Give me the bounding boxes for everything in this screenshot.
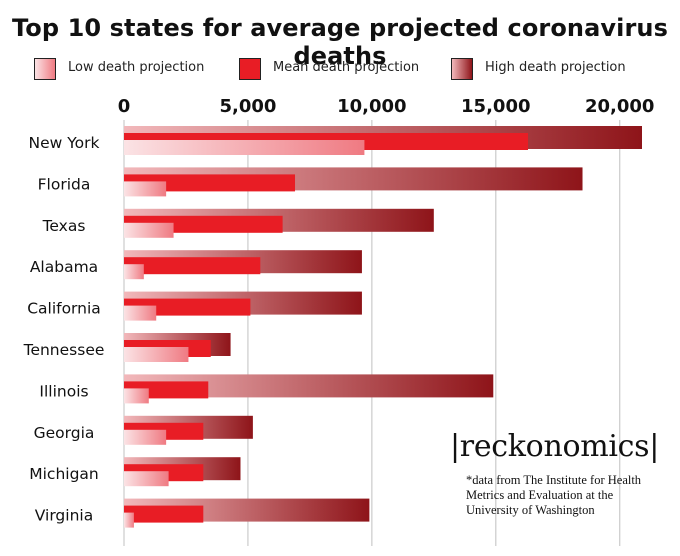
legend-label-mean: Mean death projection — [273, 60, 420, 75]
category-label: Alabama — [30, 258, 98, 276]
legend-label-high: High death projection — [485, 60, 626, 75]
category-label: Michigan — [29, 465, 99, 483]
bar-high — [124, 374, 494, 398]
bar-low — [124, 471, 169, 487]
bar-low — [124, 181, 167, 197]
category-label: Florida — [38, 175, 91, 193]
bar-mean — [124, 257, 261, 275]
category-label: Texas — [42, 217, 86, 235]
x-tick-label: 0 — [118, 96, 131, 117]
bar-low — [124, 512, 134, 528]
bar-low — [124, 140, 365, 155]
bar-low — [124, 305, 157, 321]
bar-low — [124, 347, 189, 362]
legend-swatch-low — [34, 58, 56, 80]
bar-low — [124, 429, 167, 445]
bar-mean — [124, 505, 204, 523]
reckonomics-watermark: |reckonomics| *data from The Institute f… — [450, 429, 660, 518]
x-tick-label: 20,000 — [585, 96, 654, 117]
x-tick-label: 5,000 — [219, 96, 276, 117]
bar-mean — [124, 174, 296, 192]
category-label: Tennessee — [23, 341, 105, 359]
legend-label-low: Low death projection — [68, 60, 205, 75]
legend: Low death projection Mean death projecti… — [0, 56, 680, 84]
category-label: Illinois — [39, 382, 88, 400]
legend-swatch-high — [451, 58, 473, 80]
x-tick-label: 15,000 — [461, 96, 530, 117]
category-label: New York — [29, 134, 100, 152]
source-note: *data from The Institute for Health Metr… — [466, 473, 642, 517]
bar-low — [124, 388, 149, 404]
bar-low — [124, 222, 174, 238]
x-tick-label: 10,000 — [337, 96, 406, 117]
category-label: Georgia — [34, 424, 95, 442]
category-label: California — [27, 300, 101, 318]
logo: |reckonomics| — [450, 429, 660, 464]
chart-title: Top 10 states for average projected coro… — [11, 14, 668, 70]
bar-low — [124, 264, 144, 280]
category-label: Virginia — [35, 507, 93, 525]
legend-swatch-mean — [239, 58, 261, 80]
